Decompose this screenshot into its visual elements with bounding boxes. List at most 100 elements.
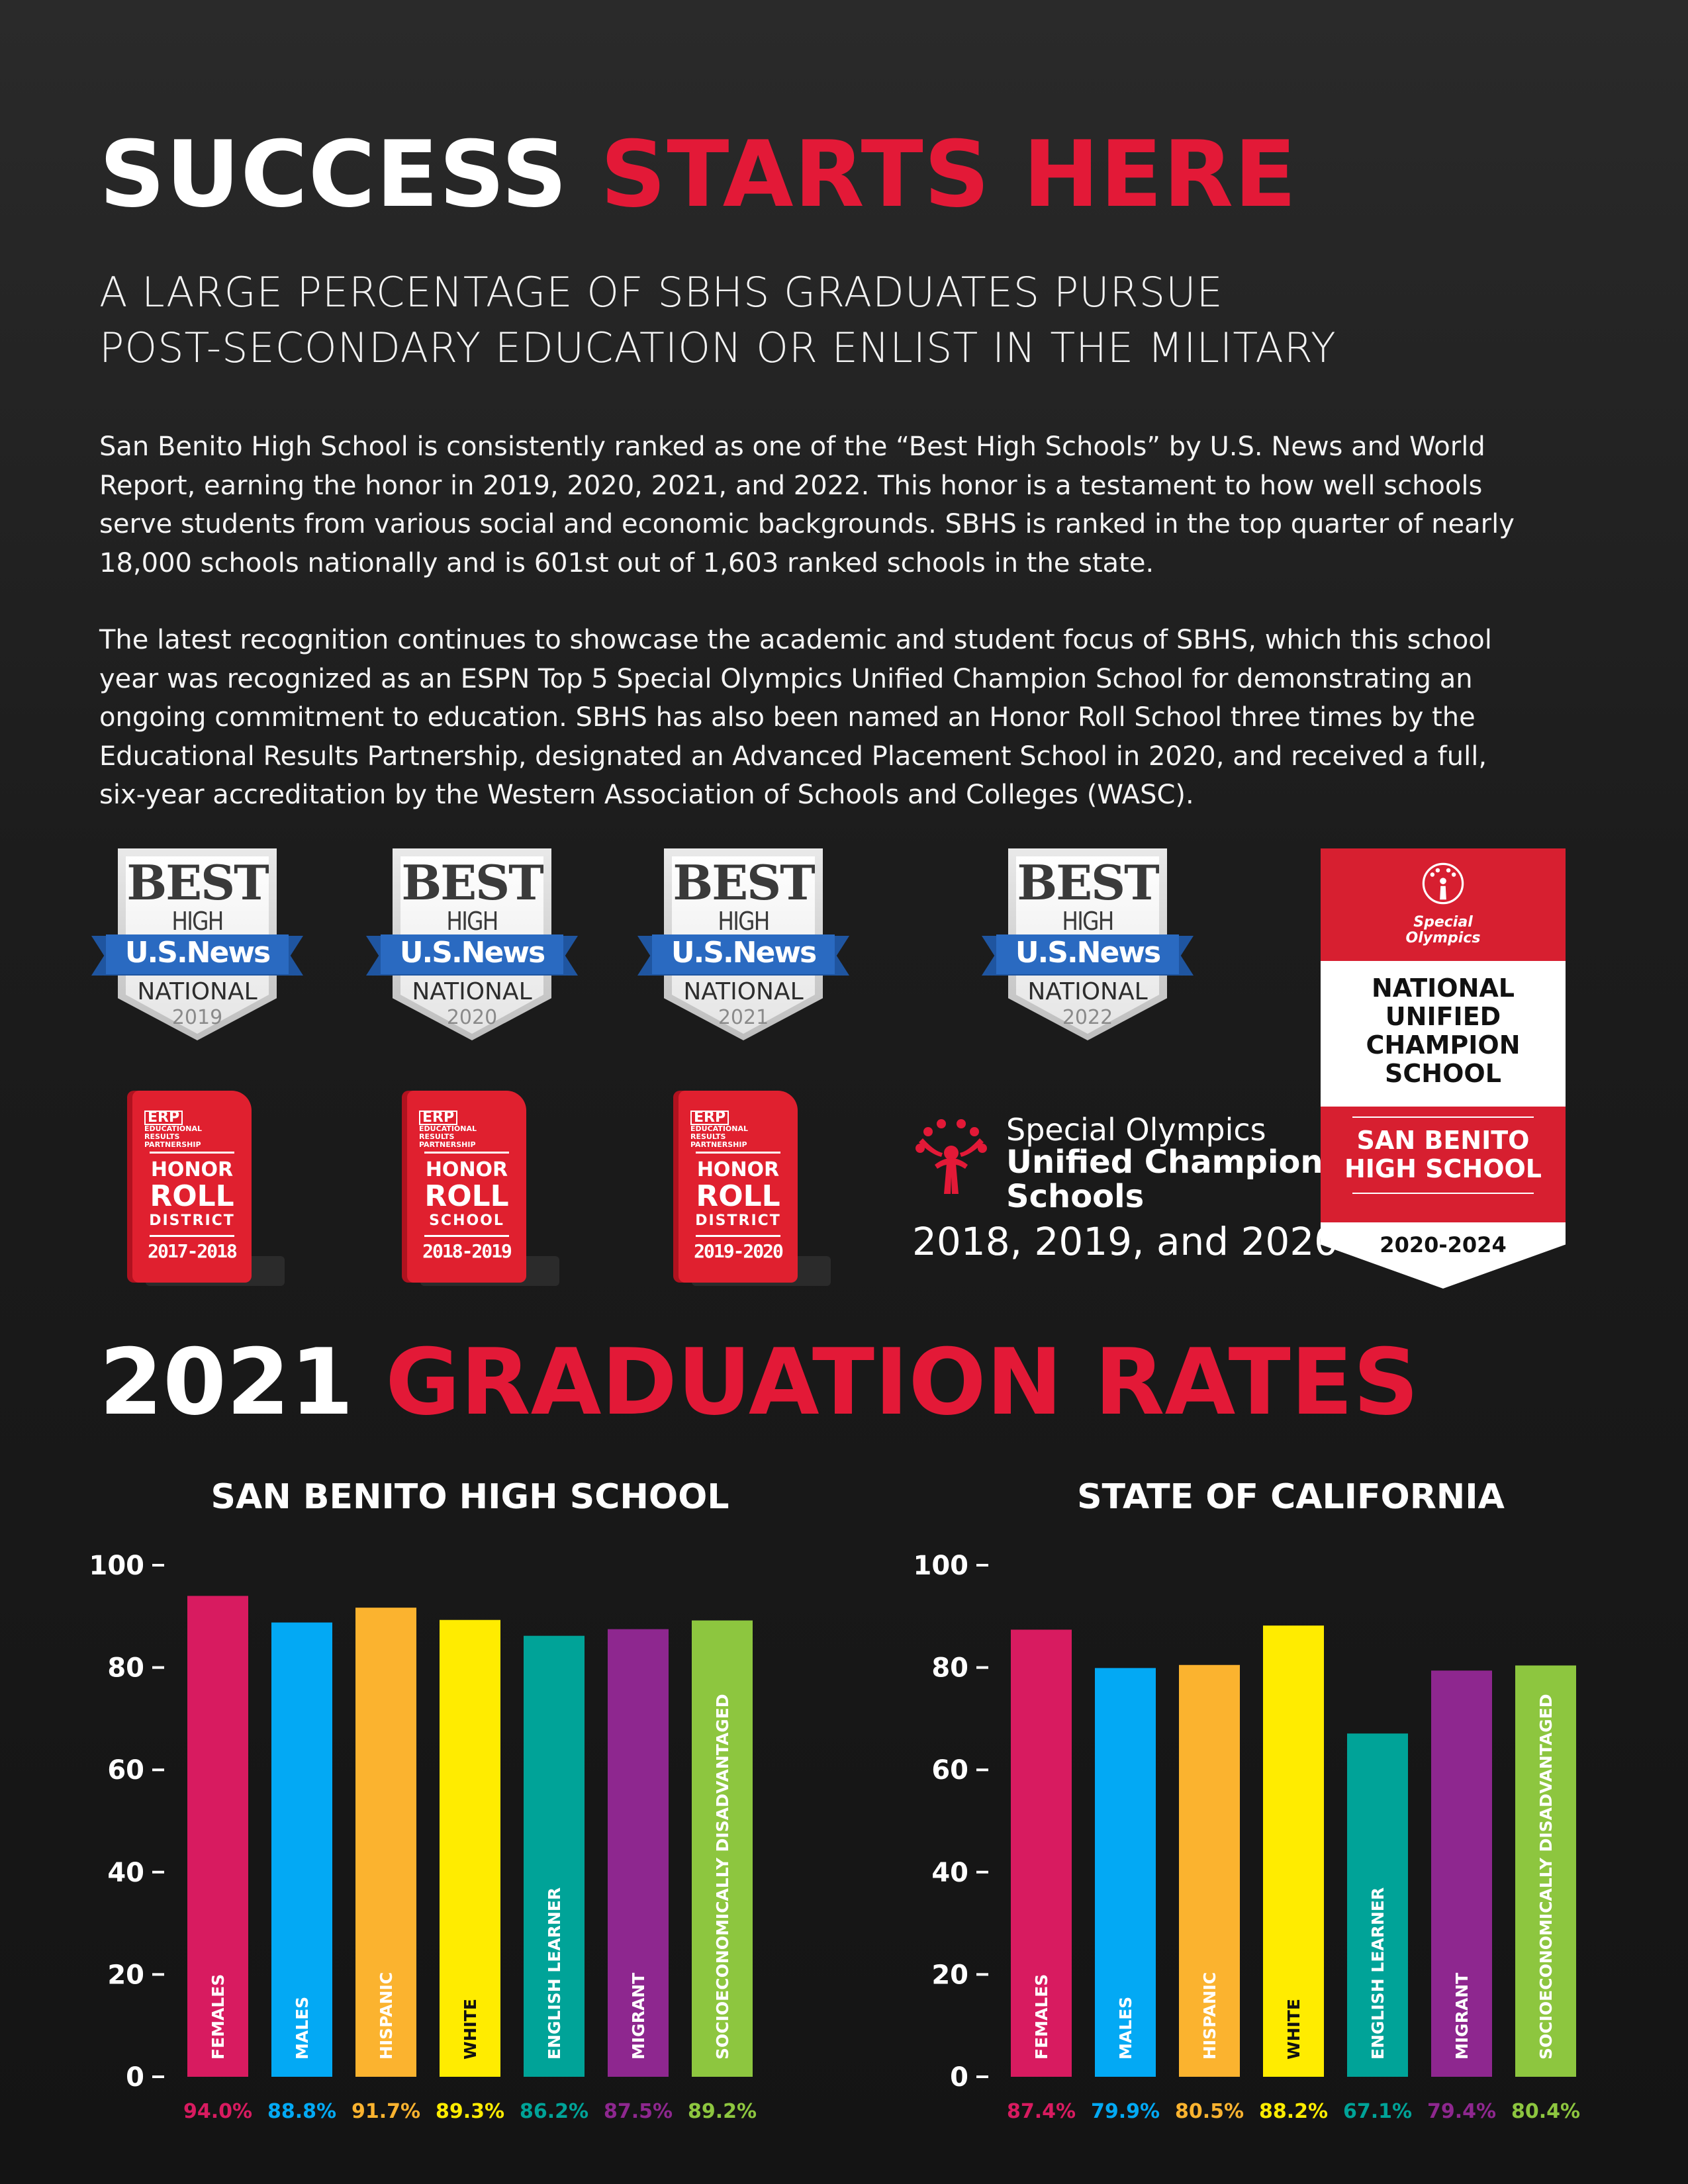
banner-years: 2020-2024 xyxy=(1380,1232,1507,1257)
banner-title: NATIONAL UNIFIED CHAMPION SCHOOL xyxy=(1366,974,1521,1088)
bar xyxy=(1011,1629,1072,2077)
bar xyxy=(1347,1733,1408,2077)
badge-best: BEST xyxy=(126,854,269,911)
paragraph-line: San Benito High School is consistently r… xyxy=(99,432,1485,462)
category-label: MALES xyxy=(1116,1997,1135,2060)
banner-school: SAN BENITO HIGH SCHOOL xyxy=(1344,1126,1542,1183)
paragraph-line: Educational Results Partnership, designa… xyxy=(99,741,1487,772)
y-tick-label: 0 xyxy=(126,2062,144,2093)
y-tick-label: 100 xyxy=(914,1551,969,1581)
bar xyxy=(187,1596,248,2077)
paragraph-line: ongoing commitment to education. SBHS ha… xyxy=(99,702,1476,733)
category-label: MALES xyxy=(293,1997,312,2060)
value-label: 80.4% xyxy=(1511,2100,1580,2123)
badge-year: 2019 xyxy=(171,1006,223,1029)
badge-year: 2021 xyxy=(718,1006,769,1029)
category-label: WHITE xyxy=(1284,1999,1303,2060)
y-tick-label: 20 xyxy=(931,1960,968,1990)
value-label: 88.8% xyxy=(267,2100,336,2123)
subheadline-line: POST-SECONDARY EDUCATION OR ENLIST IN TH… xyxy=(99,324,1336,372)
category-label: FEMALES xyxy=(209,1974,228,2060)
y-tick-label: 40 xyxy=(931,1858,968,1888)
paragraph-rankings: San Benito High School is consistently r… xyxy=(99,428,1595,582)
badge-national: NATIONAL xyxy=(137,978,258,1005)
badge-brand: U.S.News xyxy=(1015,936,1161,970)
paragraph-line: serve students from various social and e… xyxy=(99,509,1515,539)
special-olympics-name: Special Olympics xyxy=(1006,1112,1266,1148)
badge-best: BEST xyxy=(401,854,543,911)
graduation-headline: 2021 GRADUATION RATES xyxy=(99,1337,1419,1428)
category-label: MIGRANT xyxy=(1452,1973,1472,2060)
graduation-title: GRADUATION RATES xyxy=(385,1329,1419,1435)
district-label: DISTRICT xyxy=(695,1212,781,1229)
chart-title-california: STATE OF CALIFORNIA xyxy=(1077,1477,1505,1517)
category-label: FEMALES xyxy=(1032,1974,1051,2060)
badge-best: BEST xyxy=(1017,854,1159,911)
y-tick-label: 80 xyxy=(107,1653,144,1684)
bar xyxy=(1263,1625,1324,2077)
graduation-year: 2021 xyxy=(99,1329,354,1435)
honor-label: HONOR xyxy=(425,1158,508,1181)
value-label: 88.2% xyxy=(1259,2100,1328,2123)
unified-champion-banner: Special Olympics NATIONAL UNIFIED CHAMPI… xyxy=(1321,848,1566,1289)
badge-best: BEST xyxy=(673,854,815,911)
honor-years: 2017-2018 xyxy=(148,1240,238,1262)
value-label: 87.4% xyxy=(1007,2100,1076,2123)
bar xyxy=(692,1620,753,2077)
badge-year: 2020 xyxy=(446,1006,498,1029)
subheadline: A LARGE PERCENTAGE OF SBHS GRADUATES PUR… xyxy=(99,265,1622,376)
category-label: WHITE xyxy=(461,1999,480,2060)
school-label: SCHOOL xyxy=(429,1212,504,1229)
badge-brand: U.S.News xyxy=(671,936,817,970)
bar xyxy=(1515,1665,1576,2077)
y-tick-label: 40 xyxy=(107,1858,144,1888)
category-label: MIGRANT xyxy=(629,1973,648,2060)
category-label: SOCIOECONOMICALLY DISADVANTAGED xyxy=(1536,1694,1556,2060)
chart-title-sbhs: SAN BENITO HIGH SCHOOL xyxy=(211,1477,729,1517)
badge-brand: U.S.News xyxy=(124,936,271,970)
subheadline-line: A LARGE PERCENTAGE OF SBHS GRADUATES PUR… xyxy=(99,268,1223,316)
value-label: 79.9% xyxy=(1091,2100,1160,2123)
honor-label: HONOR xyxy=(150,1158,234,1181)
bar xyxy=(1431,1670,1492,2077)
roll-label: ROLL xyxy=(424,1179,509,1213)
badge-brand: U.S.News xyxy=(399,936,545,970)
paragraph-line: 18,000 schools nationally and is 601st o… xyxy=(99,547,1154,578)
category-label: ENGLISH LEARNER xyxy=(545,1888,564,2060)
value-label: 80.5% xyxy=(1175,2100,1244,2123)
bar xyxy=(608,1629,669,2077)
bar xyxy=(355,1608,416,2077)
category-label: HISPANIC xyxy=(377,1972,396,2060)
honor-years: 2018-2019 xyxy=(422,1240,512,1262)
roll-label: ROLL xyxy=(150,1179,234,1213)
headline-white: SUCCESS xyxy=(99,121,568,228)
erp-logo: ERPEDUCATIONAL RESULTS PARTNERSHIP xyxy=(690,1109,748,1149)
bar-chart-sbhs: 0 20 40 60 80 100 FEMALES 94.0% MALES 88.8% HISPAN… xyxy=(89,1551,757,2123)
badge-national: NATIONAL xyxy=(412,978,532,1005)
value-label: 89.2% xyxy=(688,2100,757,2123)
unified-champion-schools: Unified Champion Schools xyxy=(1006,1144,1323,1215)
erp-logo: ERPEDUCATIONAL RESULTS PARTNERSHIP xyxy=(144,1109,202,1149)
category-label: SOCIOECONOMICALLY DISADVANTAGED xyxy=(713,1694,732,2060)
value-label: 91.7% xyxy=(352,2100,420,2123)
bar xyxy=(440,1619,500,2077)
special-olympics-icon xyxy=(1422,862,1464,905)
honor-roll-badge-2019: ERPEDUCATIONAL RESULTS PARTNERSHIP HONOR… xyxy=(652,1091,837,1296)
category-label: ENGLISH LEARNER xyxy=(1368,1888,1387,2060)
paragraph-line: six-year accreditation by the Western As… xyxy=(99,780,1194,810)
paragraph-line: year was recognized as an ESPN Top 5 Spe… xyxy=(99,663,1473,694)
y-tick-label: 80 xyxy=(931,1653,968,1684)
bar xyxy=(524,1635,585,2077)
headline-red: STARTS HERE xyxy=(600,121,1297,228)
y-tick-label: 100 xyxy=(89,1551,145,1581)
y-tick-label: 60 xyxy=(107,1755,144,1786)
bar xyxy=(271,1622,332,2077)
district-label: DISTRICT xyxy=(149,1212,235,1229)
paragraph-recognition: The latest recognition continues to show… xyxy=(99,621,1595,815)
paragraph-line: The latest recognition continues to show… xyxy=(99,625,1492,655)
paragraph-line: Report, earning the honor in 2019, 2020,… xyxy=(99,470,1483,501)
